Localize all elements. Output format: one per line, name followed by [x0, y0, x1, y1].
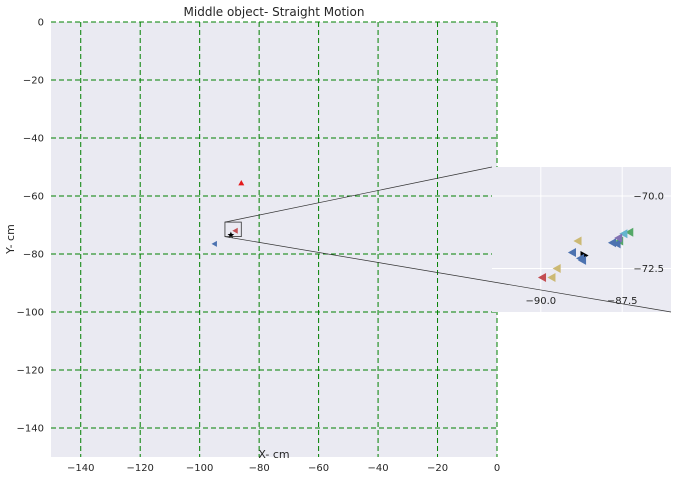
zoom-connector-line [224, 236, 672, 313]
zoom-connector-line [224, 166, 493, 223]
data-point [573, 236, 582, 246]
data-point [567, 248, 576, 258]
main-plot-area [51, 22, 497, 457]
data-point [238, 179, 245, 186]
y-tick-label: −40 [23, 134, 44, 145]
y-axis-label: Y- cm [4, 224, 17, 255]
data-point [612, 239, 621, 249]
chart-title: Middle object- Straight Motion [184, 5, 365, 19]
data-point [211, 240, 217, 247]
data-point [537, 272, 547, 282]
y-tick-label: −120 [17, 366, 44, 377]
x-tick-label: −80 [249, 463, 270, 474]
inset-x-tick-label: −87.5 [607, 296, 638, 307]
y-tick-label: −60 [23, 192, 44, 203]
data-point [577, 255, 587, 265]
x-tick-label: −120 [126, 463, 153, 474]
main-y-ticks: 0 −20 −40 −60 −80 −100 −120 −140 [17, 18, 44, 435]
main-x-ticks: −140 −120 −100 −80 −60 −40 −20 0 [67, 463, 500, 474]
x-tick-label: −140 [67, 463, 94, 474]
x-tick-label: −100 [186, 463, 213, 474]
data-point [552, 264, 561, 273]
main-plot: −140 −120 −100 −80 −60 −40 −20 0 0−20−40−60−80−… [4, 5, 500, 474]
data-point [232, 227, 238, 234]
inset-plot: −90.0 −87.5 −70.0 −72.5 [492, 167, 671, 312]
zoom-region-box [224, 221, 242, 238]
y-tick-label: −80 [23, 250, 44, 261]
data-point [614, 233, 623, 243]
x-tick-label: −60 [308, 463, 329, 474]
data-point [607, 238, 617, 248]
inset-y-tick-label: −70.0 [633, 192, 664, 203]
inset-points [537, 227, 634, 282]
inset-x-ticks: −90.0 −87.5 [525, 296, 637, 307]
y-tick-label: −100 [17, 308, 44, 319]
data-point [619, 229, 628, 239]
y-tick-label: −20 [23, 76, 44, 87]
main-grid [51, 21, 498, 457]
x-tick-label: −40 [368, 463, 389, 474]
data-point [547, 272, 556, 282]
inset-y-ticks: −70.0 −72.5 [633, 192, 664, 276]
inset-x-tick-label: −90.0 [525, 296, 556, 307]
x-tick-label: −20 [427, 463, 448, 474]
y-tick-label: 0 [38, 18, 44, 29]
y-tick-label: −140 [17, 424, 44, 435]
x-axis-label: X- cm [258, 448, 289, 461]
inset-y-tick-label: −72.5 [633, 264, 664, 275]
data-point [625, 227, 634, 237]
x-tick-label: 0 [494, 463, 500, 474]
